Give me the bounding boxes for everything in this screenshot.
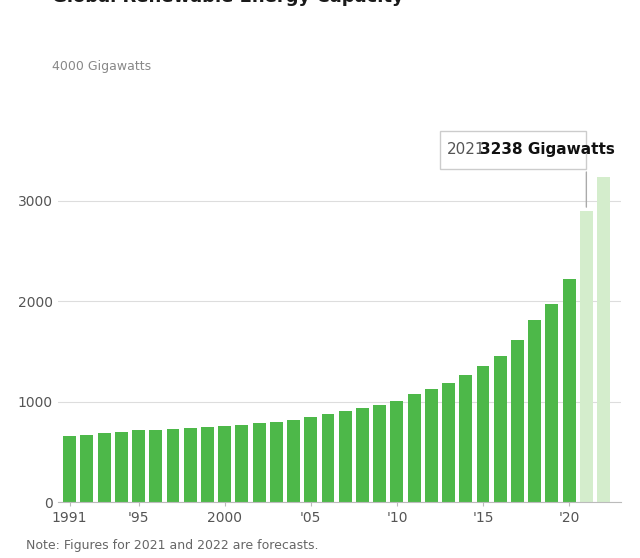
Bar: [287, 420, 300, 502]
Bar: [253, 424, 266, 502]
Bar: [442, 383, 455, 502]
Bar: [149, 430, 162, 502]
Bar: [115, 432, 128, 502]
Bar: [511, 340, 524, 502]
Bar: [528, 320, 541, 502]
Text: Note: Figures for 2021 and 2022 are forecasts.: Note: Figures for 2021 and 2022 are fore…: [26, 540, 318, 552]
Bar: [98, 434, 111, 502]
Bar: [494, 355, 507, 502]
Text: 4000 Gigawatts: 4000 Gigawatts: [52, 60, 151, 73]
Bar: [580, 211, 593, 502]
Bar: [132, 430, 145, 502]
Bar: [236, 425, 248, 502]
Bar: [321, 414, 335, 502]
Bar: [81, 435, 93, 502]
Text: 2021: 2021: [447, 142, 485, 157]
Bar: [63, 436, 76, 502]
Bar: [477, 366, 490, 502]
Bar: [356, 408, 369, 502]
Bar: [408, 394, 420, 502]
Bar: [201, 427, 214, 502]
Text: 3238 Gigawatts: 3238 Gigawatts: [479, 142, 614, 157]
Bar: [563, 279, 575, 502]
Bar: [425, 389, 438, 502]
Bar: [339, 411, 352, 502]
Text: Global Renewable Energy Capacity: Global Renewable Energy Capacity: [52, 0, 404, 6]
Bar: [218, 426, 231, 502]
Bar: [373, 405, 386, 502]
Bar: [305, 417, 317, 502]
Bar: [597, 177, 610, 502]
FancyBboxPatch shape: [440, 131, 586, 169]
Bar: [166, 429, 179, 502]
Bar: [460, 375, 472, 502]
Bar: [270, 422, 283, 502]
Bar: [184, 427, 196, 502]
Bar: [390, 401, 403, 502]
Bar: [545, 304, 558, 502]
